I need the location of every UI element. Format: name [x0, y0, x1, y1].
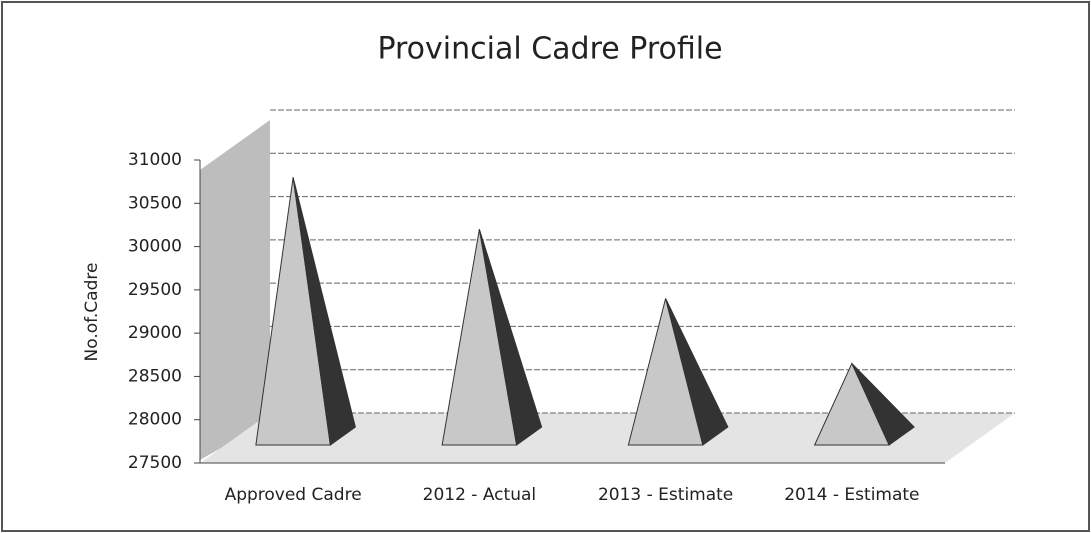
- y-tick-label: 29000: [128, 323, 182, 343]
- pyramid-side: [478, 229, 543, 446]
- pyramid: [627, 298, 729, 446]
- y-tick-label: 30500: [128, 193, 182, 213]
- side-wall: [200, 120, 270, 460]
- y-tick-label: 27500: [128, 453, 182, 473]
- x-tick-label: 2012 - Actual: [423, 485, 536, 505]
- chart-title: Provincial Cadre Profile: [377, 32, 722, 67]
- y-tick-label: 29500: [128, 280, 182, 300]
- pyramid: [441, 229, 543, 446]
- x-tick-label: 2013 - Estimate: [598, 485, 733, 505]
- x-tick-label: 2014 - Estimate: [784, 485, 919, 505]
- y-tick-label: 28500: [128, 366, 182, 386]
- pyramid-side: [851, 363, 915, 446]
- pyramid-side: [292, 177, 356, 446]
- x-tick-label: Approved Cadre: [225, 485, 362, 505]
- y-tick-label: 28000: [128, 410, 182, 430]
- y-tick-label: 31000: [128, 150, 182, 170]
- pyramid: [813, 362, 915, 446]
- y-axis-label: No.of.Cadre: [82, 263, 102, 362]
- y-tick-label: 30000: [128, 237, 182, 257]
- floor: [200, 413, 1015, 463]
- pyramid-side: [665, 298, 729, 446]
- pyramid: [255, 177, 356, 446]
